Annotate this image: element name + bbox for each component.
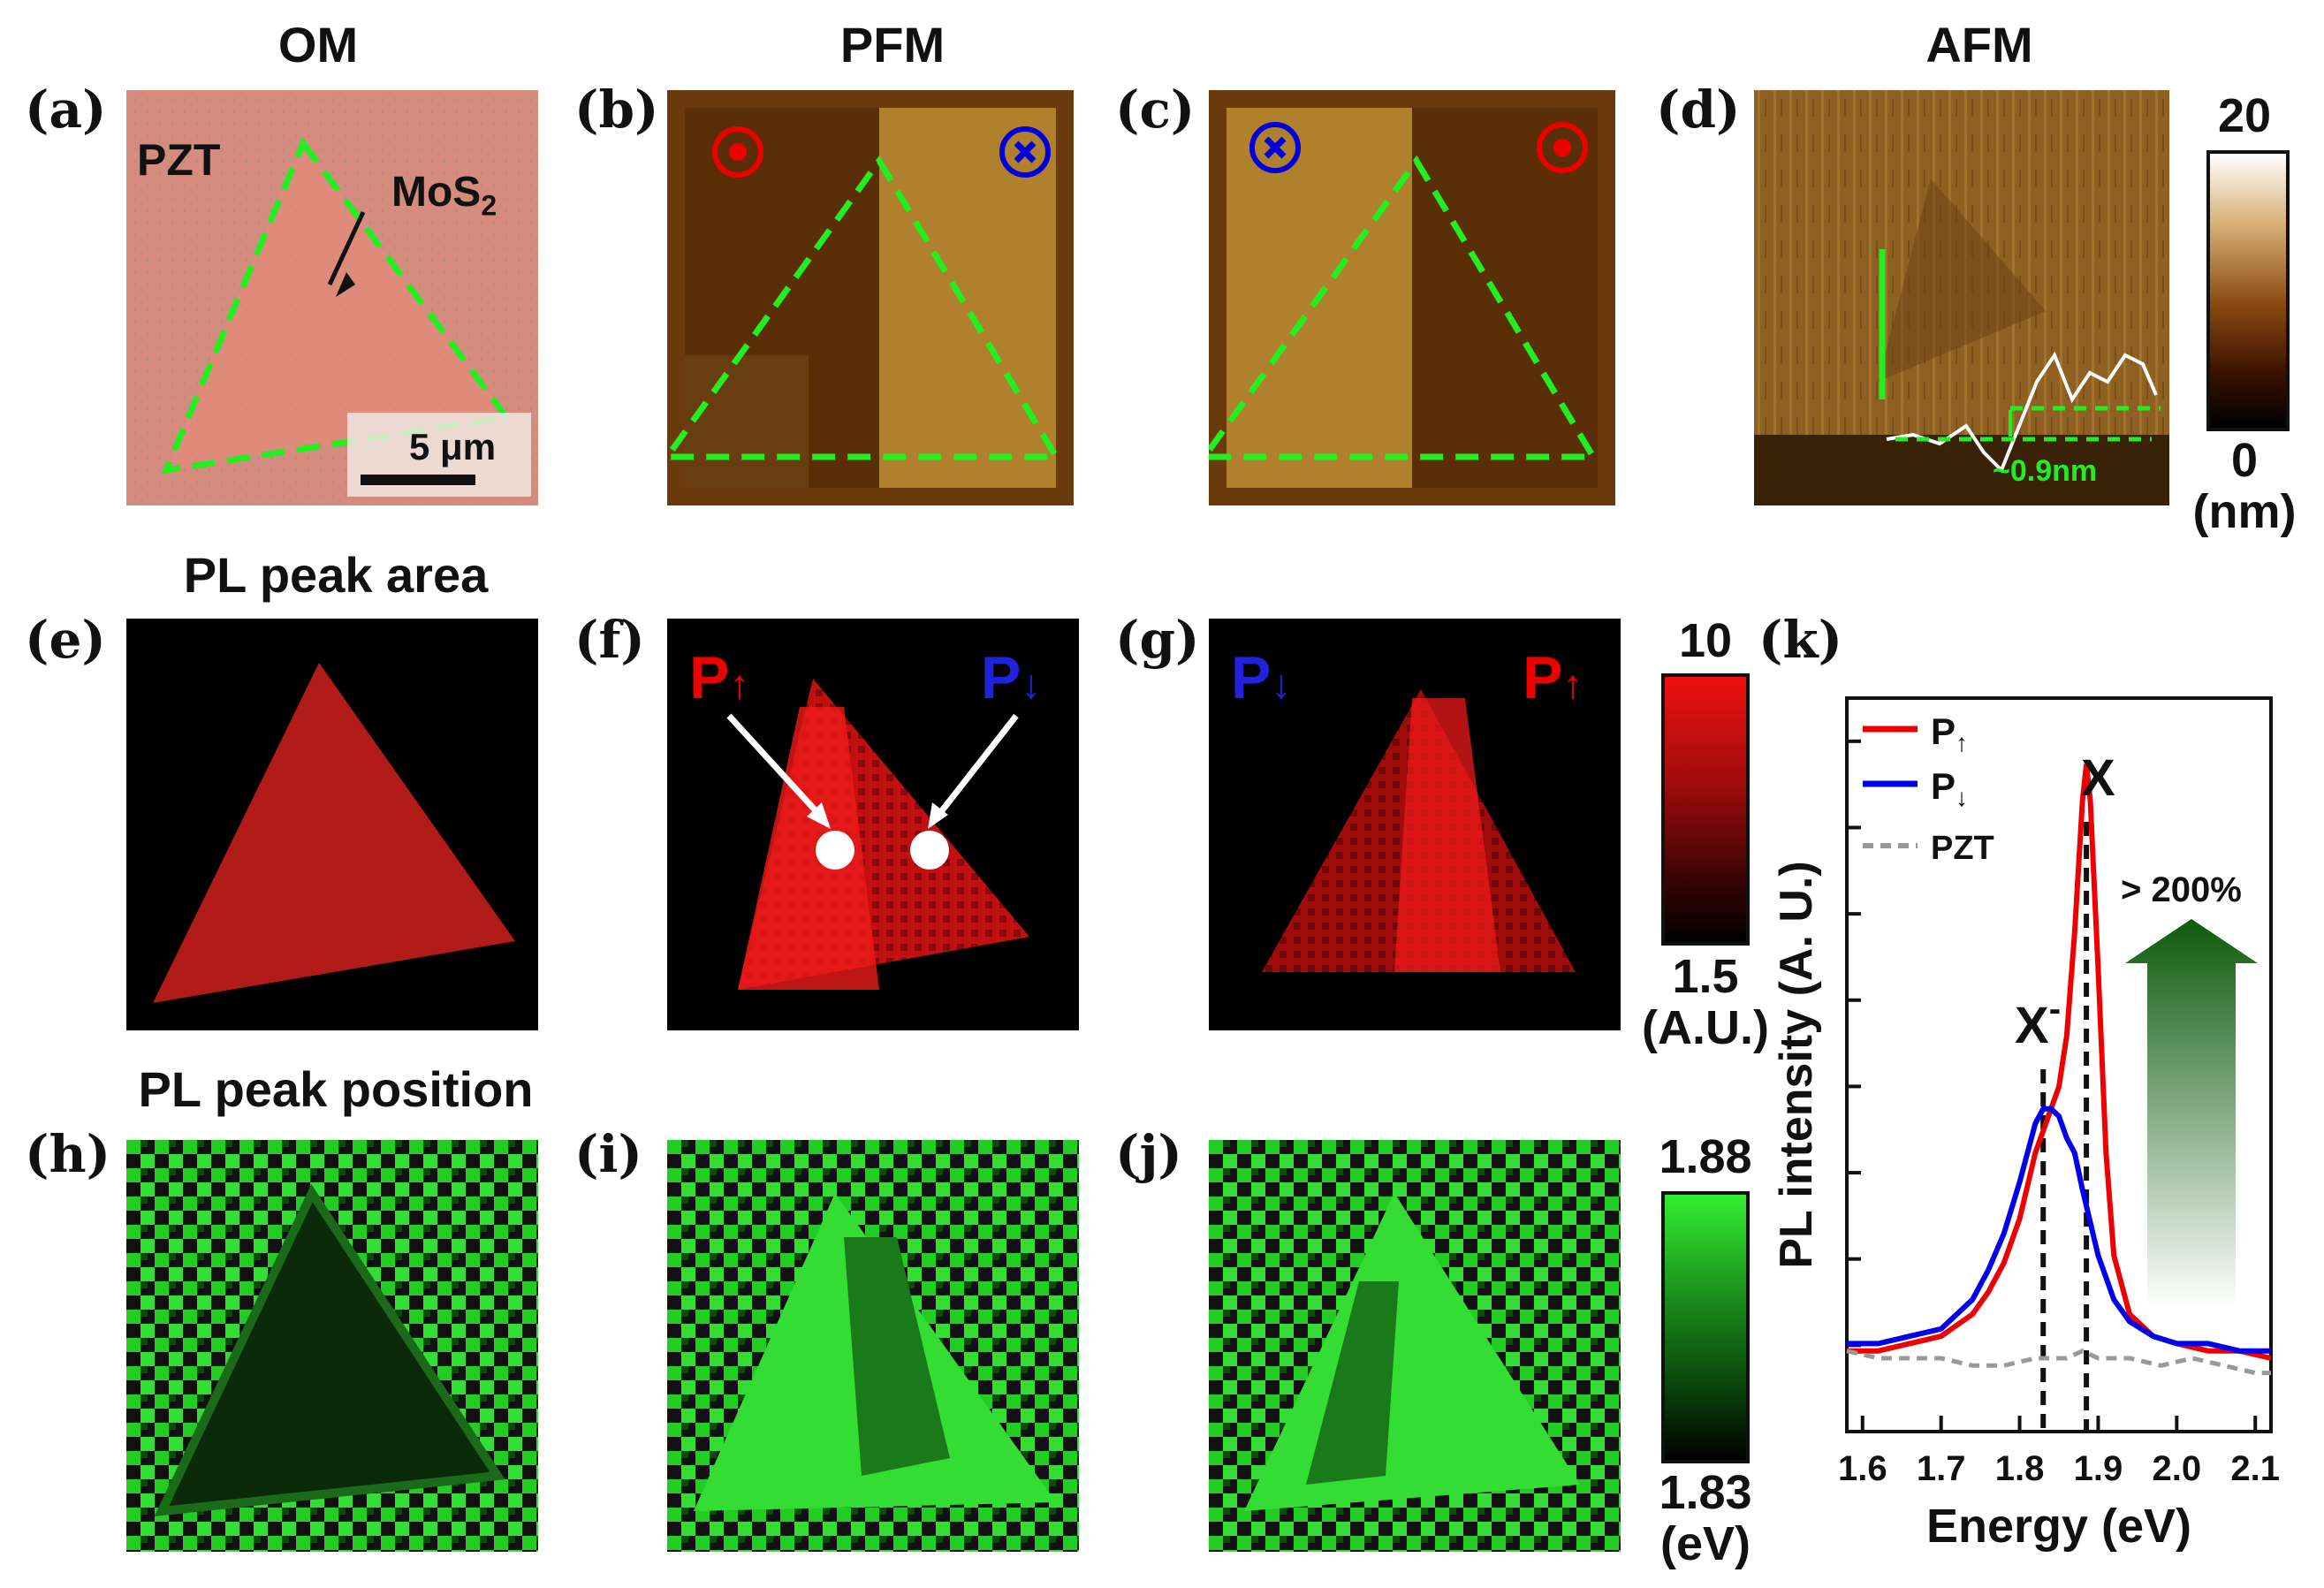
enhancement-label: > 200%: [2121, 870, 2242, 909]
p-down-label: P↓: [1231, 644, 1292, 711]
enhancement-arrow-icon: [2125, 919, 2258, 1308]
header-pfm: PFM: [839, 17, 946, 72]
out-of-plane-up-icon: [712, 126, 763, 178]
header-pl-area: PL peak area: [183, 547, 489, 603]
pzt-label: PZT: [137, 135, 221, 185]
x-tick-label: 1.9: [2074, 1449, 2123, 1488]
pl-position-image-i: [667, 1140, 1079, 1552]
scale-bar-label: 5 μm: [409, 426, 497, 467]
panel-label-a: (a): [25, 80, 107, 140]
x-tick-label: 2.1: [2230, 1449, 2280, 1488]
p-up-label: P↑: [689, 644, 750, 711]
afm-image: ~0.9nm: [1754, 90, 2169, 505]
panel-label-j: (j): [1115, 1124, 1182, 1184]
legend-pzt: PZT: [1931, 830, 1994, 867]
pl-position-cbar-max: 1.88: [1659, 1130, 1752, 1183]
legend-p-down: P↓: [1931, 765, 1968, 811]
out-of-plane-down-icon: [1249, 122, 1301, 173]
pl-position-cbar-unit: (eV): [1659, 1517, 1751, 1570]
out-of-plane-down-icon: [999, 126, 1051, 178]
om-texture: [126, 90, 538, 505]
panel-label-b: (b): [574, 80, 659, 140]
afm-step-label: ~0.9nm: [1993, 454, 2098, 488]
header-afm: AFM: [1925, 17, 2033, 72]
afm-cbar-min: 0: [2230, 434, 2259, 487]
header-om: OM: [277, 17, 359, 72]
p-up-label: P↑: [1523, 644, 1584, 711]
panel-label-d: (d): [1656, 80, 1741, 140]
om-image: PZT MoS2 5 μm: [126, 90, 538, 505]
legend: P↑ P↓ PZT: [1863, 710, 1994, 867]
pfm-image-b: [667, 90, 1074, 505]
series-line-2: [1846, 1348, 2271, 1376]
series-line-1: [1847, 1106, 2271, 1354]
x-axis-label: Energy (eV): [1926, 1500, 2191, 1553]
pl-area-image-f: P↑ P↓: [667, 619, 1079, 1030]
panel-label-g: (g): [1115, 610, 1200, 670]
afm-cbar-unit: (nm): [2192, 485, 2297, 538]
trion-peak-label: X-: [2015, 990, 2061, 1054]
pl-position-image-j: [1209, 1140, 1621, 1552]
pl-spectrum-svg: 1.6 1.7 1.8 1.9 2.0 2.1 > 200% X X- P↑ P↓ PZT…: [1771, 696, 2280, 1553]
pl-area-cbar-unit: (A.U.): [1642, 1001, 1769, 1054]
legend-p-up: P↑: [1931, 710, 1968, 756]
p-down-label: P↓: [981, 644, 1042, 711]
panel-label-f: (f): [574, 610, 645, 670]
measurement-spot-down: [910, 831, 949, 870]
x-tick-label: 1.8: [1995, 1449, 2045, 1488]
pl-area-cbar-max: 10: [1678, 614, 1733, 667]
x-peak-label: X: [2081, 749, 2115, 807]
panel-label-k: (k): [1758, 610, 1843, 670]
afm-colorbar: [2206, 150, 2290, 431]
panel-label-c: (c): [1115, 80, 1196, 140]
pl-spectrum-chart: 1.6 1.7 1.8 1.9 2.0 2.1 > 200% X X- P↑ P↓ PZT…: [1758, 672, 2306, 1582]
afm-cbar-max: 20: [2217, 89, 2272, 142]
pfm-image-c: [1209, 90, 1615, 505]
x-tick-label: 2.0: [2153, 1449, 2202, 1488]
panel-label-h: (h): [25, 1124, 111, 1184]
measurement-spot-up: [816, 831, 854, 870]
panel-label-e: (e): [25, 610, 106, 670]
pl-area-colorbar: [1661, 673, 1750, 946]
flake-outline: [161, 136, 513, 475]
pl-position-colorbar: [1661, 1191, 1750, 1463]
y-axis-label: PL intensity (A. U.): [1771, 861, 1822, 1268]
panel-label-i: (i): [574, 1124, 642, 1184]
mos2-label: MoS2: [391, 169, 497, 222]
x-tick-label: 1.7: [1917, 1449, 1966, 1488]
pl-area-cbar-min: 1.5: [1672, 950, 1739, 1003]
pl-area-image-g: P↓ P↑: [1209, 619, 1621, 1030]
pl-position-cbar-min: 1.83: [1659, 1466, 1752, 1519]
pl-position-image-h: [126, 1140, 538, 1552]
x-tick-label: 1.6: [1838, 1449, 1887, 1488]
out-of-plane-up-icon: [1537, 122, 1588, 173]
header-pl-position: PL peak position: [138, 1061, 534, 1117]
pl-area-image-e: [126, 619, 538, 1030]
